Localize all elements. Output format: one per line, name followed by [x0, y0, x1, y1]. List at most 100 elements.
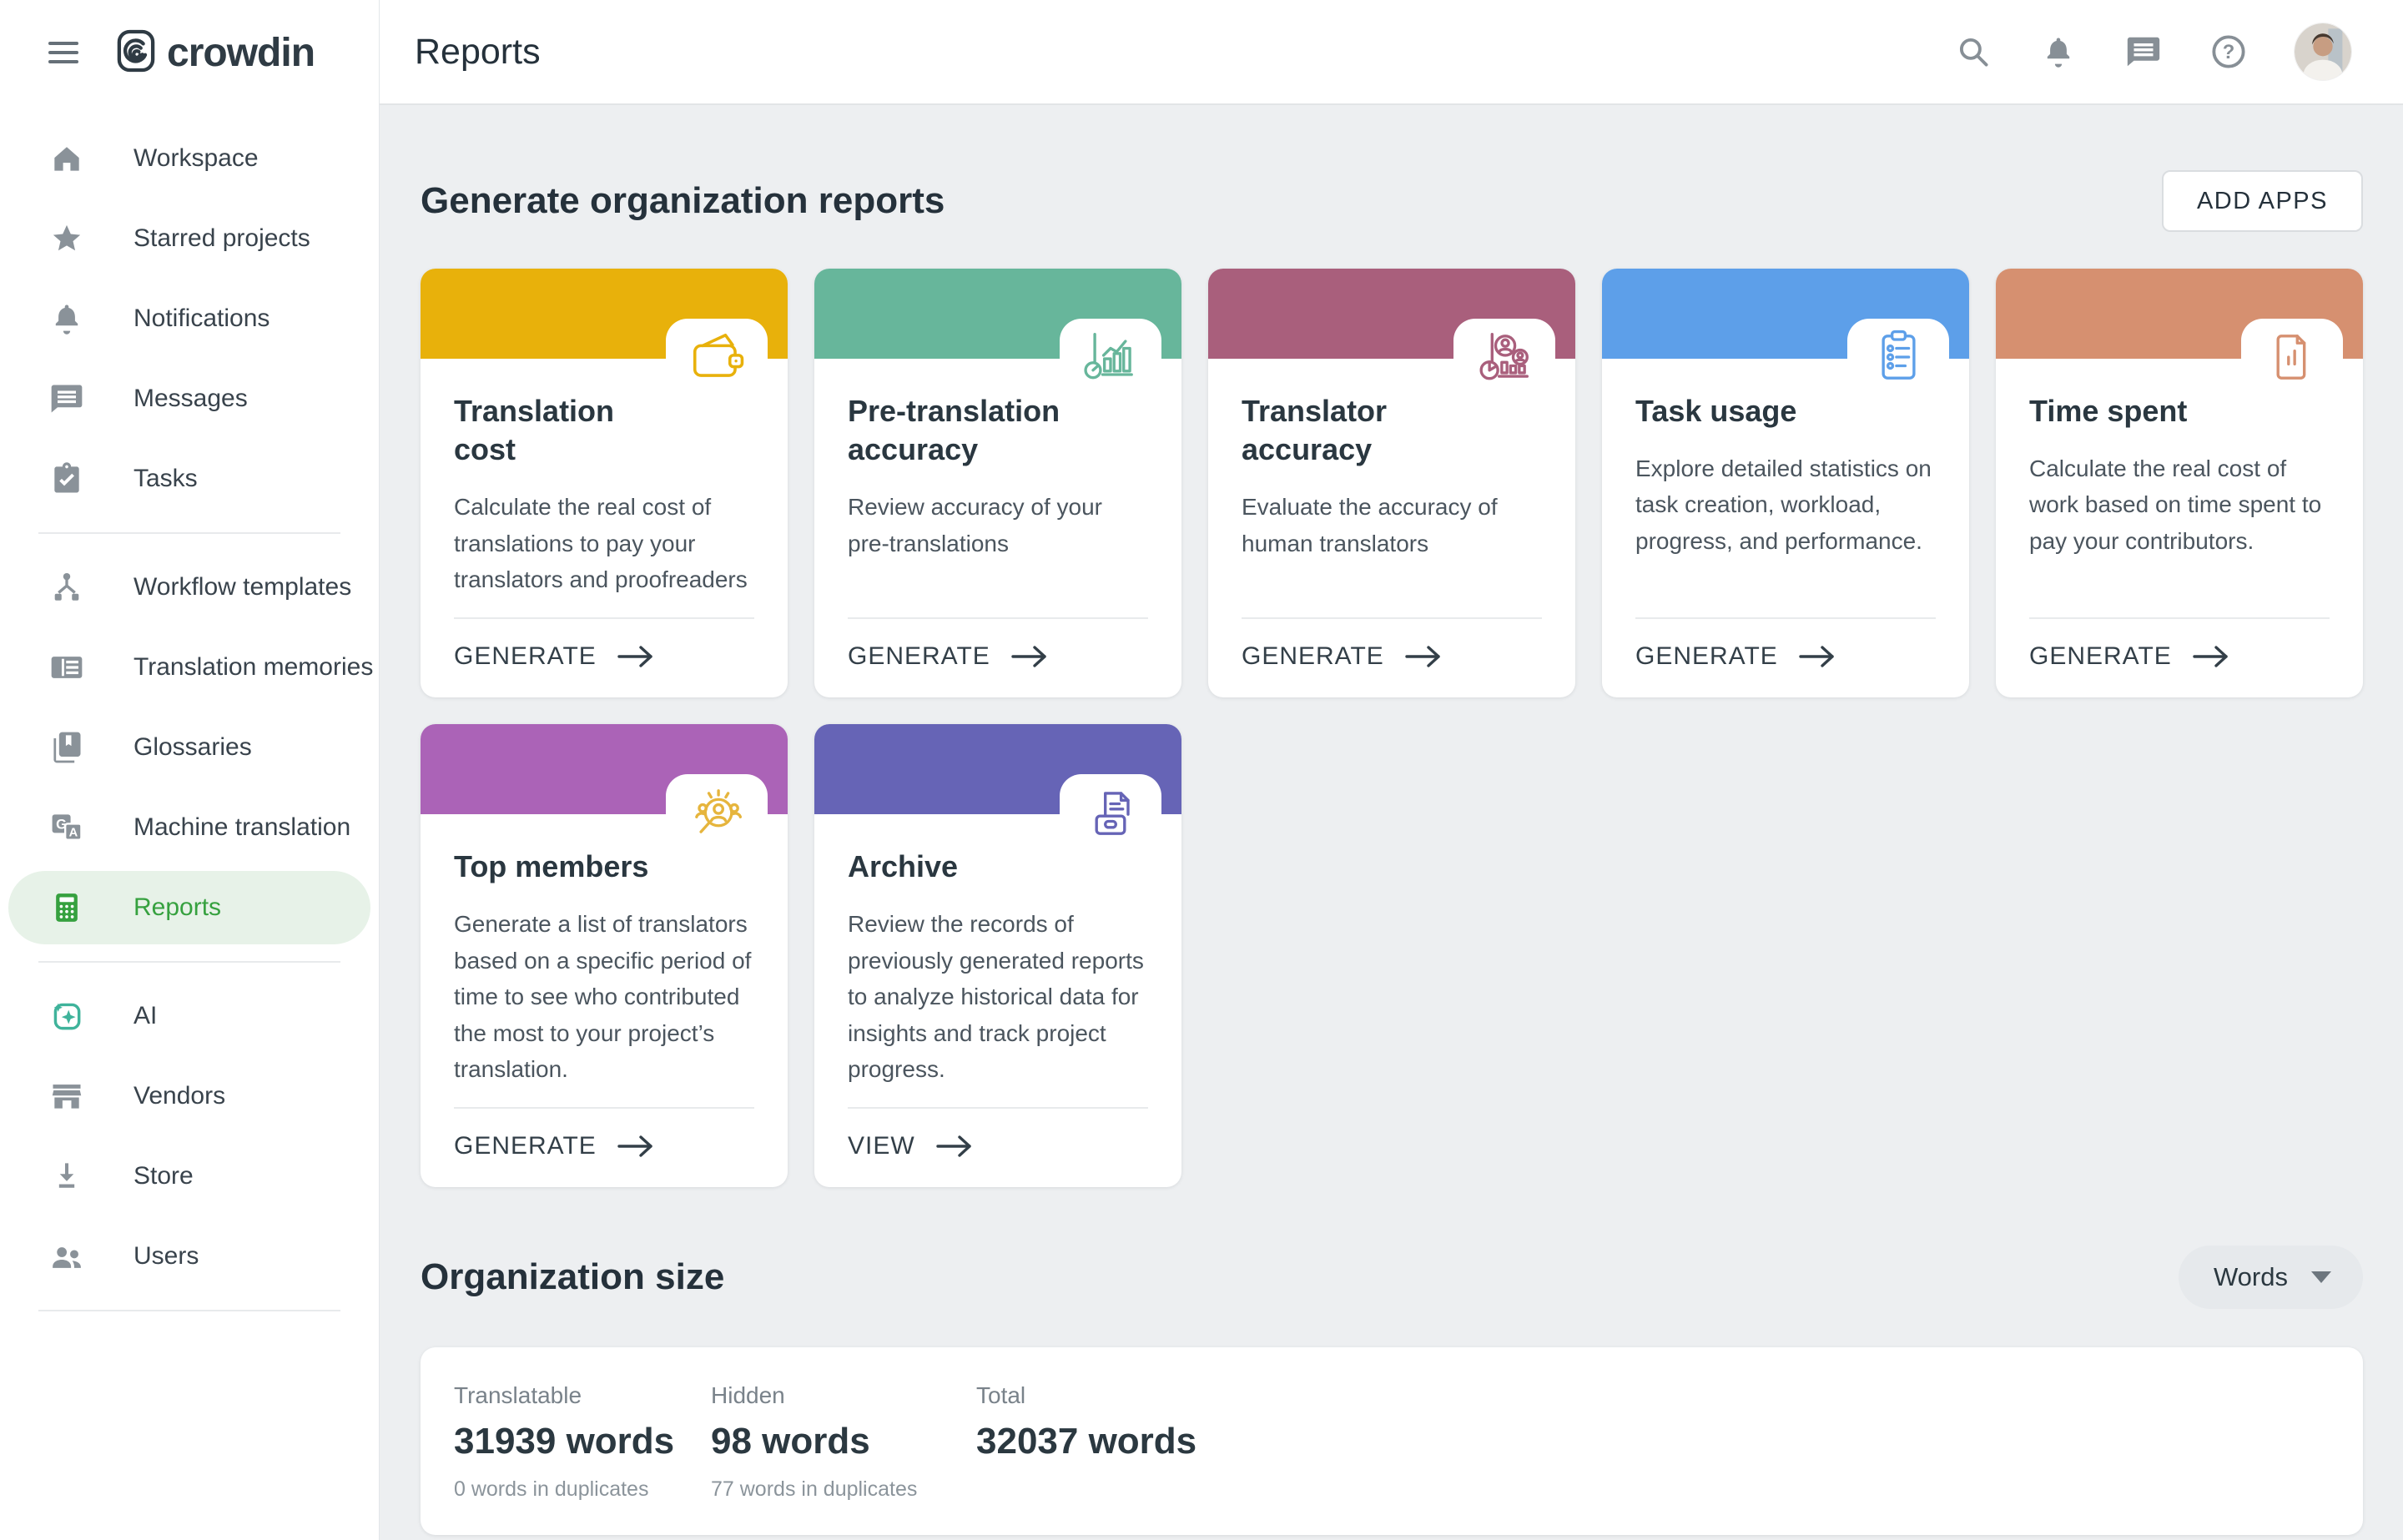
sidebar-item-label: Starred projects — [134, 224, 310, 252]
card-description: Review accuracy of your pre-translations — [848, 494, 1103, 556]
sidebar-item-label: Machine translation — [134, 813, 351, 841]
sidebar-item-label: Vendors — [134, 1082, 226, 1110]
reports-icon — [48, 889, 85, 926]
card-description: Calculate the real cost of work based on… — [2029, 455, 2322, 554]
store-icon — [48, 1158, 85, 1195]
sidebar-item-label: AI — [134, 1002, 158, 1029]
generate-button[interactable]: GENERATE — [1242, 642, 1542, 671]
card-body: Archive Review the records of previously… — [814, 814, 1181, 1087]
card-color-band — [1602, 269, 1969, 380]
card-color-band — [421, 724, 788, 834]
generate-button[interactable]: GENERATE — [848, 642, 1148, 671]
chat-icon — [48, 380, 85, 417]
card-description: Explore detailed statistics on task crea… — [1635, 455, 1932, 554]
search-icon[interactable] — [1954, 33, 1992, 71]
home-icon — [48, 140, 85, 177]
sidebar-item-tasks[interactable]: Tasks — [0, 439, 379, 519]
generate-button[interactable]: GENERATE — [454, 642, 754, 671]
svg-text:A: A — [69, 826, 78, 839]
unit-selector-dropdown[interactable]: Words — [2178, 1246, 2363, 1310]
card-body: Pre-translation accuracy Review accuracy… — [814, 359, 1181, 597]
stat-label: Hidden — [711, 1382, 785, 1409]
help-icon[interactable]: ? — [2209, 33, 2248, 71]
arrow-right-icon — [935, 1135, 971, 1158]
avatar[interactable] — [2295, 23, 2351, 80]
menu-icon[interactable] — [48, 42, 78, 63]
arrow-right-icon — [617, 646, 652, 668]
sidebar-item-workspace[interactable]: Workspace — [0, 118, 379, 199]
sidebar-item-translation-memories[interactable]: Translation memories — [0, 627, 379, 707]
card-title: Translation cost — [454, 394, 615, 467]
notifications-icon[interactable] — [2039, 33, 2078, 71]
card-title: Time spent — [2029, 394, 2188, 428]
card-color-band — [814, 724, 1181, 836]
brand-name: crowdin — [167, 30, 315, 75]
generate-button[interactable]: GENERATE — [2029, 642, 2330, 671]
sidebar-item-messages[interactable]: Messages — [0, 359, 379, 439]
sidebar-item-label: Notifications — [134, 304, 270, 332]
card-title: Pre-translation accuracy — [848, 394, 1060, 467]
card-description: Evaluate the accuracy of human translato… — [1242, 494, 1498, 556]
sidebar-item-ai[interactable]: AI — [0, 976, 379, 1056]
sidebar-item-label: Tasks — [134, 465, 198, 492]
sidebar-item-notifications[interactable]: Notifications — [0, 279, 379, 359]
sidebar-nav: Workspace Starred projects Notifications… — [0, 105, 379, 1311]
task-checklist-icon — [1882, 330, 1916, 380]
stat-value: 98 words — [711, 1421, 870, 1462]
card-description: Review the records of previously generat… — [848, 911, 1144, 1082]
sidebar-item-starred-projects[interactable]: Starred projects — [0, 199, 379, 279]
card-icon-tab — [2241, 319, 2343, 360]
org-size-stats-card: Translatable 31939 words 0 words in dupl… — [421, 1347, 2363, 1536]
sidebar-item-store[interactable]: Store — [0, 1136, 379, 1216]
sidebar-item-glossaries[interactable]: Glossaries — [0, 707, 379, 788]
workflow-icon — [48, 569, 85, 606]
sidebar-item-label: Translation memories — [134, 653, 374, 681]
archive-box-icon — [1095, 792, 1130, 836]
sidebar-item-reports[interactable]: Reports — [0, 868, 379, 948]
sidebar-item-workflow-templates[interactable]: Workflow templates — [0, 547, 379, 627]
ai-icon — [48, 998, 85, 1034]
time-report-icon — [2276, 335, 2306, 380]
bell-icon — [48, 300, 85, 337]
generate-button[interactable]: GENERATE — [1635, 642, 1936, 671]
page-title: Reports — [415, 31, 541, 72]
card-description: Generate a list of translators based on … — [454, 911, 752, 1082]
stat-total: Total 32037 words — [976, 1382, 1196, 1502]
sidebar-item-users[interactable]: Users — [0, 1216, 379, 1296]
svg-text:?: ? — [2223, 41, 2235, 63]
card-footer: GENERATE — [1635, 617, 1936, 697]
add-apps-button[interactable]: ADD APPS — [2161, 170, 2363, 232]
card-color-band — [814, 269, 1181, 380]
card-footer: VIEW — [848, 1107, 1148, 1187]
card-color-band — [421, 269, 788, 377]
accuracy-chart-icon — [1084, 333, 1133, 380]
glossaries-icon — [48, 729, 85, 766]
card-color-band — [1208, 269, 1575, 380]
card-title: Task usage — [1635, 394, 1797, 428]
arrow-right-icon — [2193, 646, 2228, 668]
main-content: Generate organization reports ADD APPS T… — [380, 107, 2403, 1540]
section-heading: Generate organization reports — [421, 180, 945, 221]
org-size-header: Organization size Words — [421, 1246, 2363, 1310]
arrow-right-icon — [617, 1135, 652, 1158]
card-body: Task usage Explore detailed statistics o… — [1602, 359, 1969, 597]
card-footer: GENERATE — [1242, 617, 1542, 697]
card-color-band — [1996, 269, 2363, 380]
topbar: Reports ? — [380, 0, 2403, 105]
report-card-pre-translation-accuracy: Pre-translation accuracy Review accuracy… — [814, 269, 1181, 698]
sidebar-divider — [38, 1310, 340, 1311]
generate-button[interactable]: GENERATE — [454, 1132, 754, 1160]
crowdin-logo[interactable]: crowdin — [117, 29, 315, 77]
card-body: Translation cost Calculate the real cost… — [421, 359, 788, 597]
report-cards-grid: Translation cost Calculate the real cost… — [421, 269, 2363, 1188]
view-button[interactable]: VIEW — [848, 1132, 1148, 1160]
users-icon — [48, 1238, 85, 1275]
messages-icon[interactable] — [2124, 33, 2163, 71]
card-body: Translator accuracy Evaluate the accurac… — [1208, 359, 1575, 597]
sidebar-item-vendors[interactable]: Vendors — [0, 1056, 379, 1136]
topbar-actions: ? — [1954, 23, 2351, 80]
svg-text:G: G — [56, 817, 67, 832]
sidebar-item-label: Workspace — [134, 144, 259, 172]
